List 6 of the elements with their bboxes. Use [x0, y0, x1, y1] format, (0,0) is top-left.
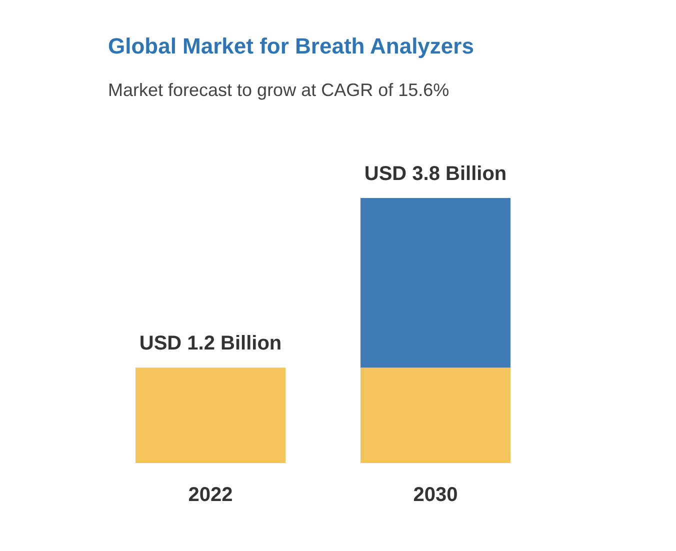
- chart-subtitle: Market forecast to grow at CAGR of 15.6%: [108, 80, 450, 100]
- total-label: USD 3.8 Billion: [364, 163, 507, 185]
- x-tick-label: 2022: [188, 484, 233, 506]
- chart-title: Global Market for Breath Analyzers: [108, 34, 474, 58]
- total-label: USD 1.2 Billion: [139, 332, 282, 355]
- x-tick-label: 2030: [413, 484, 458, 506]
